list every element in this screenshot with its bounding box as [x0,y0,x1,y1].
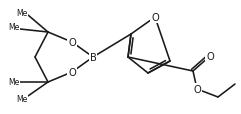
Text: O: O [68,67,76,77]
Text: Me: Me [8,23,20,32]
Text: B: B [90,53,96,62]
Text: Me: Me [16,8,28,17]
Text: O: O [151,13,159,23]
Text: Me: Me [8,78,20,87]
Text: O: O [193,84,201,94]
Text: Me: Me [16,95,28,104]
Text: O: O [68,38,76,48]
Text: O: O [206,52,214,61]
